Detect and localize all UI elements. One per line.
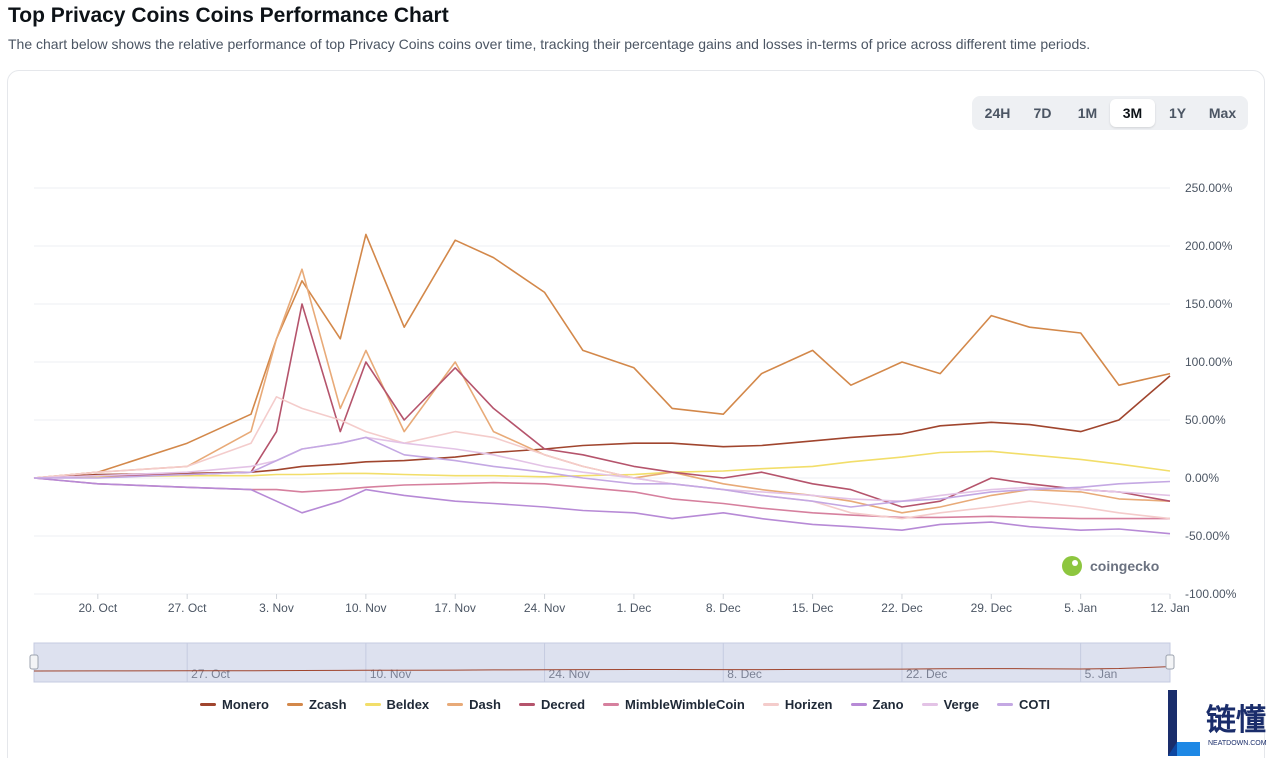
- range-button-1y[interactable]: 1Y: [1155, 99, 1200, 127]
- x-tick-label: 20. Oct: [78, 601, 117, 615]
- legend-label: Verge: [943, 697, 979, 712]
- page-subtitle: The chart below shows the relative perfo…: [8, 36, 1091, 52]
- performance-chart: 250.00% 200.00% 150.00% 100.00% 50.00% 0.00% -…: [29, 181, 1237, 683]
- brand-name: 链懂: [1206, 703, 1266, 737]
- coingecko-watermark: coingecko: [1062, 556, 1159, 576]
- navigator-tick-label: 8. Dec: [727, 667, 762, 681]
- series-line-zano: [33, 477, 1171, 535]
- series-line-decred: [33, 303, 1171, 508]
- legend-label: MimbleWimbleCoin: [625, 697, 745, 712]
- legend-swatch: [996, 703, 1013, 706]
- y-tick-label: -100.00%: [1185, 587, 1237, 601]
- y-tick-label: 0.00%: [1185, 471, 1219, 485]
- coingecko-logo-icon: [1062, 556, 1082, 576]
- time-range-selector: 24H 7D 1M 3M 1Y Max: [972, 96, 1248, 130]
- y-tick-label: 100.00%: [1185, 355, 1233, 369]
- coingecko-watermark-text: coingecko: [1090, 558, 1159, 574]
- legend-item-beldex[interactable]: Beldex: [364, 697, 430, 712]
- chart-legend: Monero Zcash Beldex Dash Decred MimbleWimbleC…: [200, 697, 1050, 712]
- legend-label: Decred: [540, 697, 586, 712]
- brand-sub: NEATDOWN.COM: [1208, 740, 1267, 747]
- legend-item-decred[interactable]: Decred: [518, 697, 586, 712]
- series-line-coti: [34, 436, 1171, 508]
- x-tick-label: 3. Nov: [259, 601, 294, 615]
- chart-series: [33, 233, 1171, 535]
- series-line-mimblewimblecoin: [33, 477, 1170, 520]
- navigator-tick-label: 27. Oct: [191, 667, 230, 681]
- y-axis-labels: 250.00% 200.00% 150.00% 100.00% 50.00% 0.00% -…: [1185, 181, 1237, 601]
- legend-item-zcash[interactable]: Zcash: [286, 697, 347, 712]
- x-tick-label: 27. Oct: [168, 601, 207, 615]
- navigator-left-handle[interactable]: [29, 654, 39, 670]
- navigator-series-line: [33, 666, 1171, 672]
- chart-grid: [34, 187, 1170, 595]
- legend-item-dash[interactable]: Dash: [447, 697, 501, 712]
- legend-swatch: [364, 703, 381, 706]
- legend-item-zano[interactable]: Zano: [850, 697, 904, 712]
- legend-swatch: [850, 703, 867, 706]
- x-tick-label: 22. Dec: [881, 601, 922, 615]
- legend-item-verge[interactable]: Verge: [921, 697, 979, 712]
- legend-item-mimblewimblecoin[interactable]: MimbleWimbleCoin: [603, 697, 745, 712]
- navigator-tick-label: 24. Nov: [549, 667, 590, 681]
- legend-swatch: [921, 703, 938, 706]
- legend-label: Dash: [469, 697, 501, 712]
- neatdown-brand: 链懂 NEATDOWN.COM: [1168, 688, 1280, 758]
- x-tick-label: 29. Dec: [971, 601, 1012, 615]
- legend-label: COTI: [1018, 697, 1051, 712]
- legend-label: Horizen: [784, 697, 833, 712]
- x-tick-label: 24. Nov: [524, 601, 565, 615]
- time-navigator[interactable]: 27. Oct 10. Nov 24. Nov 8. Dec 22. Dec 5. Jan: [29, 642, 1175, 683]
- y-tick-label: 250.00%: [1185, 181, 1233, 195]
- x-tick-label: 12. Jan: [1150, 601, 1189, 615]
- range-button-3m[interactable]: 3M: [1110, 99, 1155, 127]
- legend-label: Zcash: [308, 697, 347, 712]
- y-tick-label: 200.00%: [1185, 239, 1233, 253]
- legend-item-monero[interactable]: Monero: [200, 697, 269, 712]
- legend-label: Zano: [872, 697, 904, 712]
- legend-item-horizen[interactable]: Horizen: [762, 697, 833, 712]
- range-button-max[interactable]: Max: [1200, 99, 1245, 127]
- y-tick-label: -50.00%: [1185, 529, 1230, 543]
- x-tick-label: 17. Nov: [435, 601, 476, 615]
- coingecko-logo-eye-icon: [1072, 560, 1078, 566]
- neatdown-logo-icon: 链懂 NEATDOWN.COM: [1168, 690, 1267, 756]
- series-line-monero: [33, 375, 1171, 479]
- y-tick-label: 150.00%: [1185, 297, 1233, 311]
- legend-label: Beldex: [386, 697, 430, 712]
- navigator-tick-label: 5. Jan: [1085, 667, 1118, 681]
- legend-label: Monero: [222, 697, 269, 712]
- legend-swatch: [518, 703, 535, 706]
- range-button-1m[interactable]: 1M: [1065, 99, 1110, 127]
- navigator-tick-label: 22. Dec: [906, 667, 947, 681]
- series-line-horizen: [33, 395, 1171, 520]
- legend-swatch: [200, 703, 216, 706]
- page-title: Top Privacy Coins Coins Performance Char…: [8, 4, 449, 27]
- x-tick-label: 10. Nov: [345, 601, 386, 615]
- y-tick-label: 50.00%: [1185, 413, 1226, 427]
- x-tick-label: 1. Dec: [617, 601, 652, 615]
- x-tick-label: 8. Dec: [706, 601, 741, 615]
- legend-swatch: [762, 703, 779, 706]
- legend-item-coti[interactable]: COTI: [996, 697, 1051, 712]
- navigator-window[interactable]: [33, 642, 1171, 683]
- series-line-zcash: [33, 233, 1171, 479]
- legend-swatch: [286, 703, 303, 706]
- legend-swatch: [603, 703, 620, 706]
- navigator-tick-label: 10. Nov: [370, 667, 411, 681]
- navigator-right-handle[interactable]: [1165, 654, 1175, 670]
- range-button-7d[interactable]: 7D: [1020, 99, 1065, 127]
- range-button-24h[interactable]: 24H: [975, 99, 1020, 127]
- x-tick-label: 5. Jan: [1064, 601, 1097, 615]
- x-tick-label: 15. Dec: [792, 601, 833, 615]
- x-axis-labels: 20. Oct 27. Oct 3. Nov 10. Nov 17. Nov 24. No…: [78, 594, 1190, 615]
- legend-swatch: [447, 703, 464, 706]
